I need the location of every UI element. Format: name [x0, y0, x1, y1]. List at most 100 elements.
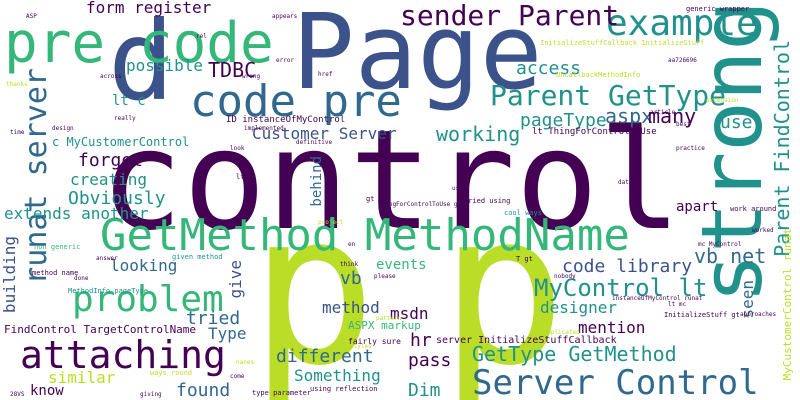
word-gt-id: gt ID	[366, 195, 388, 203]
word-non-generic: non generic	[34, 243, 81, 251]
word-aspx: aspx	[605, 104, 654, 128]
word-give: give	[226, 260, 245, 299]
word-nobody: nobody	[554, 273, 576, 280]
word-really: really	[114, 115, 136, 122]
word-hr: hr	[410, 330, 432, 351]
word-apart: apart	[676, 199, 719, 215]
word-id-instanceofmycontrol: ID instanceOfMyControl	[226, 115, 346, 125]
word-fairly-sure: fairly sure	[348, 337, 401, 346]
word-extends-another: extends another	[4, 204, 149, 223]
word-tried-using: tried using	[464, 197, 511, 205]
word-lt-c: lt c	[112, 93, 146, 109]
word-vb: vb	[340, 268, 362, 289]
word-getmethod-methodname: GetMethod MethodName	[100, 210, 630, 261]
word-lt-thingforcontroltouse: lt ThingForControlToUse	[532, 127, 657, 137]
word-thingforcontroltouse-gt: ThingForControlToUse gt	[378, 201, 462, 208]
word-possible: possible	[126, 56, 204, 75]
word-type-parameter: type parameter	[252, 389, 312, 397]
word-problem: problem	[72, 279, 224, 320]
word-generic-wrapper: generic wrapper	[686, 5, 750, 13]
word-rel: rel	[196, 33, 207, 40]
word-approaches: approaches	[740, 311, 777, 318]
word-instanceofmycontrol-runat: instanceOfMyControl runat	[612, 295, 703, 302]
word-practice: practice	[676, 145, 705, 152]
word-work-around: work around	[730, 205, 777, 213]
word-example: example	[606, 3, 758, 44]
word-cool-ways: cool ways	[504, 209, 542, 217]
word-lt-t: lt T	[236, 173, 253, 181]
word-events: events	[376, 257, 427, 273]
word-obviously: Obviously	[68, 188, 166, 209]
word-think: think	[340, 261, 359, 268]
word-giving: giving	[140, 391, 162, 398]
word-server-control: Server Control	[472, 363, 759, 400]
word-please: please	[374, 273, 396, 280]
word-found: found	[176, 380, 231, 400]
word-using-reflection: using reflection	[310, 385, 378, 393]
word-findcontrol-targetcontrolname: FindControl TargetControlName	[4, 323, 197, 336]
word-wrong: wrong	[242, 73, 261, 80]
word-mycustomercontrol-runat: MyCustomerControl runat	[781, 228, 794, 381]
word-designer: designer	[540, 298, 618, 317]
word-code-library: code library	[562, 256, 693, 277]
word-customer-server: Customer Server	[252, 124, 397, 143]
word-p-right: p	[440, 167, 567, 400]
word-different: different	[276, 346, 374, 367]
word-parent-findcontrol: Parent FindControl	[770, 40, 794, 257]
word-extension: extension	[706, 97, 739, 104]
word-server-initializestuffcallback: server InitializeStuffCallback	[436, 335, 617, 346]
word-behind: behind	[309, 156, 325, 207]
word-complicated: complicated	[540, 329, 580, 336]
word-tdbc: TDBC	[208, 58, 257, 82]
word-article: article	[650, 109, 676, 116]
word-method: method	[322, 298, 380, 317]
word-across: across	[100, 73, 122, 80]
word-know: know	[30, 383, 64, 399]
word-lt-mc: lt mc	[668, 301, 687, 308]
word-come: come	[230, 373, 245, 380]
word-mc-mycontrol: mc MyControl	[698, 241, 742, 248]
word-building: building	[0, 236, 19, 314]
word-given-method: given method	[172, 253, 223, 261]
word-best: best	[676, 121, 691, 128]
word-implemented: implemented	[244, 125, 284, 132]
word-something: Something	[294, 366, 381, 385]
word-pagetype: pageType	[520, 110, 607, 131]
word-aa726696: aa726696	[668, 57, 697, 64]
word-type: Type	[208, 324, 247, 343]
word-en: en	[348, 241, 356, 248]
word-control: control	[100, 100, 682, 261]
word-looking: looking	[110, 256, 178, 275]
word-attaching: attaching	[20, 333, 226, 377]
word-access: access	[516, 58, 582, 79]
word-href: href	[318, 71, 333, 78]
word-initializestuff-gt: InitializeStuff gt	[664, 311, 740, 319]
word-tried: tried	[186, 308, 241, 329]
word-nanes: nanes	[236, 359, 255, 366]
word-parent-gettype: Parent GetType	[490, 79, 727, 112]
word-data: data	[618, 179, 633, 186]
word-answer: answer	[96, 255, 118, 262]
word-28vs: 28VS	[10, 391, 25, 398]
word-working: working	[436, 122, 521, 146]
word-appears: appears	[272, 13, 298, 20]
word-use: use	[720, 112, 753, 133]
word-thanks: thanks	[6, 81, 28, 88]
word-definitive: definitive	[296, 139, 333, 146]
word-styles: styles	[350, 343, 372, 350]
word-design: design	[52, 125, 74, 132]
word-vb-net: vb net	[694, 244, 767, 268]
word-us: us	[452, 185, 460, 192]
word-methodinfo-pagetype: MethodInfo pageType	[68, 287, 149, 295]
word-asp: ASP	[26, 13, 37, 20]
word-code-pre: code pre	[190, 76, 402, 127]
word-uncallbackmethodinfo: UncallbackMethodInfo	[556, 71, 641, 79]
word-initializestuffcallback-initializestuff: InitializeStuffCallback InitializeStuff	[540, 39, 705, 47]
word-done: done	[74, 275, 89, 282]
word-worked: worked	[752, 227, 774, 234]
word-project: project	[318, 219, 344, 226]
word-mention: mention	[578, 318, 646, 337]
word-forgot: forgot	[78, 150, 144, 171]
word-aspx-markup: ASPX markup	[348, 319, 421, 332]
